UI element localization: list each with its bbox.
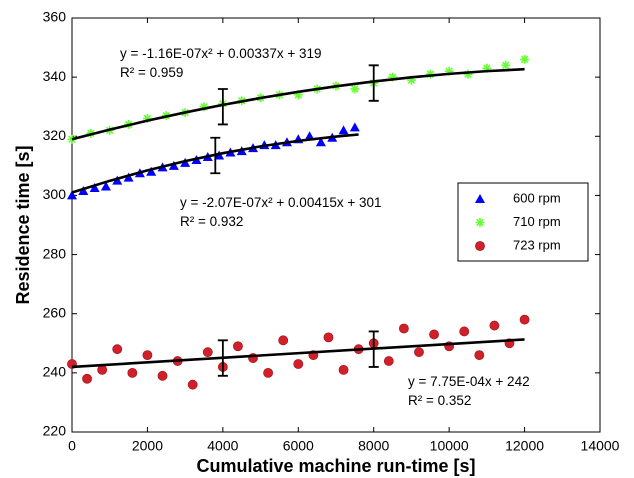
point — [202, 347, 213, 358]
legend-label: 600 rpm — [513, 190, 561, 205]
point — [489, 320, 500, 331]
point — [444, 66, 454, 76]
point — [425, 69, 435, 79]
x-tick-label: 6000 — [283, 438, 314, 454]
point — [127, 367, 138, 378]
x-tick-label: 14000 — [581, 438, 620, 454]
point — [388, 72, 398, 82]
annotation: R² = 0.932 — [180, 214, 243, 229]
point — [112, 344, 123, 355]
legend-marker — [475, 194, 485, 203]
point — [112, 175, 123, 185]
point — [406, 75, 416, 85]
point — [338, 125, 349, 135]
y-tick-label: 320 — [43, 127, 67, 143]
point — [97, 364, 108, 375]
error-bar — [210, 136, 221, 175]
legend-label: 723 rpm — [513, 237, 561, 252]
annotation: R² = 0.352 — [408, 393, 471, 408]
point — [349, 122, 360, 132]
point — [146, 166, 157, 176]
point — [82, 373, 92, 384]
fit-line — [71, 67, 525, 141]
point — [463, 69, 473, 79]
point — [123, 172, 134, 182]
y-tick-label: 220 — [43, 423, 67, 439]
error-bar — [368, 64, 379, 102]
point — [78, 185, 89, 195]
fit-line — [71, 338, 525, 369]
y-tick-label: 240 — [43, 364, 67, 380]
point — [398, 323, 409, 334]
point — [520, 54, 530, 64]
legend-label: 710 rpm — [513, 214, 561, 229]
point — [519, 314, 530, 325]
annotation: y = 7.75E-04x + 242 — [408, 374, 530, 389]
point — [67, 190, 77, 200]
x-tick-label: 12000 — [505, 438, 544, 454]
point — [414, 347, 424, 358]
x-tick-label: 10000 — [430, 438, 469, 454]
point — [350, 84, 360, 94]
point — [501, 60, 511, 70]
x-tick-label: 2000 — [132, 438, 163, 454]
point — [233, 341, 243, 352]
point — [168, 160, 179, 170]
point — [263, 367, 274, 378]
error-bar — [217, 88, 228, 126]
error-bar — [368, 330, 379, 368]
annotation: y = -2.07E-07x² + 0.00415x + 301 — [180, 195, 382, 210]
legend-marker — [475, 241, 485, 251]
point — [67, 134, 77, 144]
point — [89, 183, 100, 193]
y-tick-label: 280 — [43, 245, 67, 261]
point — [142, 350, 153, 361]
point — [187, 379, 198, 390]
x-tick-label: 0 — [68, 438, 76, 454]
plot-frame — [71, 17, 601, 433]
annotation: y = -1.16E-07x² + 0.00337x + 319 — [120, 46, 322, 61]
point — [323, 332, 334, 343]
y-tick-label: 300 — [43, 186, 67, 202]
error-bar — [217, 339, 228, 377]
y-tick-label: 340 — [43, 68, 67, 84]
y-axis-title: Residence time [s] — [13, 145, 33, 304]
point — [383, 356, 394, 366]
point — [142, 114, 152, 124]
point — [474, 350, 485, 361]
point — [429, 329, 439, 340]
point — [315, 137, 326, 147]
y-tick-label: 260 — [43, 304, 67, 320]
x-axis-title: Cumulative machine run-time [s] — [196, 456, 475, 476]
fit-line — [71, 133, 359, 194]
x-tick-label: 4000 — [207, 438, 238, 454]
point — [338, 364, 349, 375]
point — [100, 181, 111, 191]
point — [199, 102, 209, 112]
legend-marker — [475, 218, 485, 227]
point — [278, 335, 289, 346]
point — [157, 370, 168, 381]
x-tick-label: 8000 — [358, 438, 389, 454]
annotation: R² = 0.959 — [120, 65, 183, 80]
point — [293, 90, 303, 100]
point — [482, 63, 492, 73]
point — [459, 326, 470, 337]
y-tick-label: 360 — [43, 9, 67, 25]
point — [293, 359, 304, 369]
